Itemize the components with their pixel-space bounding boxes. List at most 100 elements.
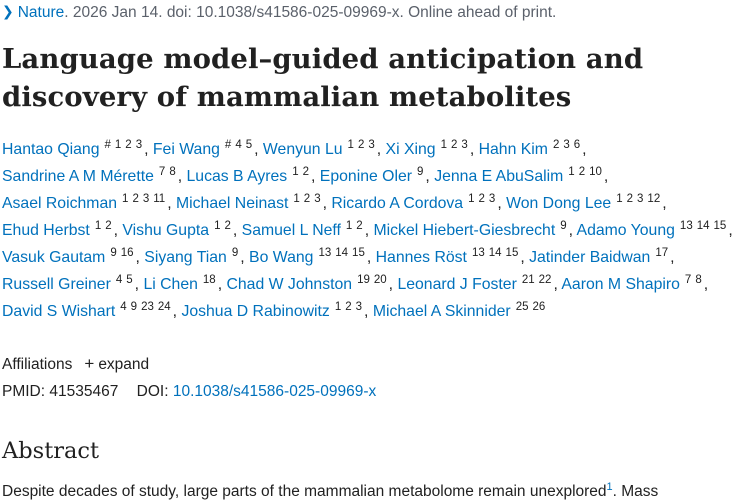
affiliation-ref[interactable]: 16: [120, 247, 134, 259]
affiliation-ref[interactable]: 2: [478, 193, 485, 205]
affiliation-ref[interactable]: 14: [696, 220, 710, 232]
author-name-link[interactable]: Hahn Kim: [478, 141, 548, 158]
affiliation-ref[interactable]: 18: [202, 274, 216, 286]
affiliation-ref[interactable]: 2: [626, 193, 634, 205]
affiliation-ref[interactable]: 2: [105, 220, 112, 232]
plus-icon[interactable]: +: [84, 354, 95, 373]
author-name-link[interactable]: Won Dong Lee: [506, 195, 612, 212]
affiliation-ref[interactable]: 9: [130, 301, 138, 313]
affiliation-ref[interactable]: 7: [684, 274, 692, 286]
affiliations-toggle[interactable]: Affiliations + expand: [2, 354, 149, 374]
affiliation-ref[interactable]: 3: [488, 193, 496, 205]
author-name-link[interactable]: Hantao Qiang: [2, 141, 100, 158]
author-name-link[interactable]: Vishu Gupta: [122, 222, 210, 239]
author-name-link[interactable]: Leonard J Foster: [397, 276, 517, 293]
author-name-link[interactable]: Wenyun Lu: [262, 141, 343, 158]
affiliation-ref[interactable]: 3: [314, 193, 321, 205]
author-name-link[interactable]: Michael Neinast: [175, 195, 289, 212]
affiliation-ref[interactable]: 14: [335, 247, 349, 259]
affiliation-ref[interactable]: 2: [345, 301, 352, 313]
affiliation-ref[interactable]: 15: [505, 247, 519, 259]
affiliation-ref[interactable]: 25: [515, 301, 529, 313]
affiliation-ref[interactable]: 13: [471, 247, 485, 259]
affiliation-ref[interactable]: 1: [214, 220, 221, 232]
affiliation-ref[interactable]: 1: [114, 139, 122, 151]
author-name-link[interactable]: Hannes Röst: [375, 249, 467, 266]
affiliation-ref[interactable]: 2: [552, 139, 560, 151]
author-name-link[interactable]: Vasuk Gautam: [2, 249, 106, 266]
affiliation-ref[interactable]: 3: [637, 193, 644, 205]
affiliation-ref[interactable]: 1: [468, 193, 475, 205]
affiliation-ref[interactable]: 3: [563, 139, 570, 151]
author-name-link[interactable]: Mickel Hiebert-Giesbrecht: [373, 222, 556, 239]
affiliation-ref[interactable]: 13: [318, 247, 332, 259]
affiliation-ref[interactable]: 4: [235, 139, 242, 151]
author-name-link[interactable]: Joshua D Rabinowitz: [181, 303, 330, 320]
author-name-link[interactable]: Eponine Oler: [319, 168, 413, 185]
affiliation-ref[interactable]: 2: [356, 220, 363, 232]
author-name-link[interactable]: Aaron M Shapiro: [561, 276, 680, 293]
affiliation-ref[interactable]: 20: [373, 274, 387, 286]
affiliation-ref[interactable]: 3: [135, 139, 143, 151]
doi-link[interactable]: 10.1038/s41586-025-09969-x: [172, 383, 377, 400]
author-name-link[interactable]: Fei Wang: [152, 141, 220, 158]
affiliation-ref[interactable]: 3: [142, 193, 150, 205]
affiliation-ref[interactable]: 2: [302, 166, 310, 178]
affiliation-ref[interactable]: 26: [532, 301, 546, 313]
affiliation-ref[interactable]: 7: [158, 166, 166, 178]
affiliation-ref[interactable]: 1: [616, 193, 623, 205]
author-name-link[interactable]: Li Chen: [143, 276, 198, 293]
affiliation-ref[interactable]: 2: [578, 166, 586, 178]
reference-link[interactable]: 1: [606, 481, 613, 493]
affiliation-ref[interactable]: 2: [303, 193, 311, 205]
author-name-link[interactable]: Russell Greiner: [2, 276, 111, 293]
affiliation-ref[interactable]: 5: [126, 274, 133, 286]
affiliation-ref[interactable]: 3: [368, 139, 375, 151]
affiliation-ref[interactable]: 15: [352, 247, 365, 259]
affiliation-ref[interactable]: 1: [292, 166, 299, 178]
affiliation-ref[interactable]: 2: [357, 139, 365, 151]
author-name-link[interactable]: Samuel L Neff: [241, 222, 341, 239]
affiliation-ref[interactable]: 3: [461, 139, 468, 151]
affiliation-ref[interactable]: 21: [521, 274, 535, 286]
affiliation-ref[interactable]: 8: [169, 166, 176, 178]
affiliation-ref[interactable]: 2: [224, 220, 231, 232]
affiliation-ref[interactable]: 2: [125, 139, 132, 151]
author-name-link[interactable]: Jenna E AbuSalim: [434, 168, 564, 185]
affiliation-ref[interactable]: 1: [347, 139, 354, 151]
affiliation-ref[interactable]: 9: [417, 166, 424, 178]
affiliation-ref[interactable]: 14: [488, 247, 502, 259]
affiliation-ref[interactable]: 5: [245, 139, 253, 151]
affiliation-ref[interactable]: 9: [560, 220, 567, 232]
author-name-link[interactable]: Adamo Young: [576, 222, 675, 239]
affiliation-ref[interactable]: 11: [153, 193, 166, 205]
affiliation-ref[interactable]: 13: [679, 220, 693, 232]
author-name-link[interactable]: Siyang Tian: [144, 249, 227, 266]
affiliation-ref[interactable]: 17: [655, 247, 669, 259]
author-name-link[interactable]: Xi Xing: [385, 141, 436, 158]
affiliation-ref[interactable]: 4: [115, 274, 123, 286]
affiliation-ref[interactable]: 6: [573, 139, 581, 151]
affiliation-ref[interactable]: 1: [334, 301, 342, 313]
affiliation-ref[interactable]: 8: [695, 274, 702, 286]
affiliation-ref[interactable]: 23: [141, 301, 154, 313]
affiliation-ref[interactable]: 10: [589, 166, 602, 178]
affiliation-ref[interactable]: 1: [568, 166, 575, 178]
expand-label[interactable]: expand: [98, 356, 150, 373]
affiliation-ref[interactable]: 15: [713, 220, 727, 232]
affiliation-ref[interactable]: 1: [94, 220, 102, 232]
affiliation-ref[interactable]: 1: [345, 220, 353, 232]
author-name-link[interactable]: Ricardo A Cordova: [331, 195, 464, 212]
author-name-link[interactable]: David S Wishart: [2, 303, 116, 320]
affiliation-ref[interactable]: 3: [355, 301, 363, 313]
affiliation-ref[interactable]: 24: [157, 301, 171, 313]
affiliation-ref[interactable]: 19: [357, 274, 370, 286]
affiliation-ref[interactable]: 2: [132, 193, 139, 205]
author-name-link[interactable]: Lucas B Ayres: [186, 168, 288, 185]
affiliation-ref[interactable]: 4: [120, 301, 127, 313]
author-name-link[interactable]: Sandrine A M Mérette: [2, 168, 154, 185]
author-name-link[interactable]: Bo Wang: [249, 249, 314, 266]
chevron-right-icon[interactable]: ❯: [2, 3, 14, 19]
affiliation-ref[interactable]: 2: [451, 139, 458, 151]
author-name-link[interactable]: Ehud Herbst: [2, 222, 90, 239]
